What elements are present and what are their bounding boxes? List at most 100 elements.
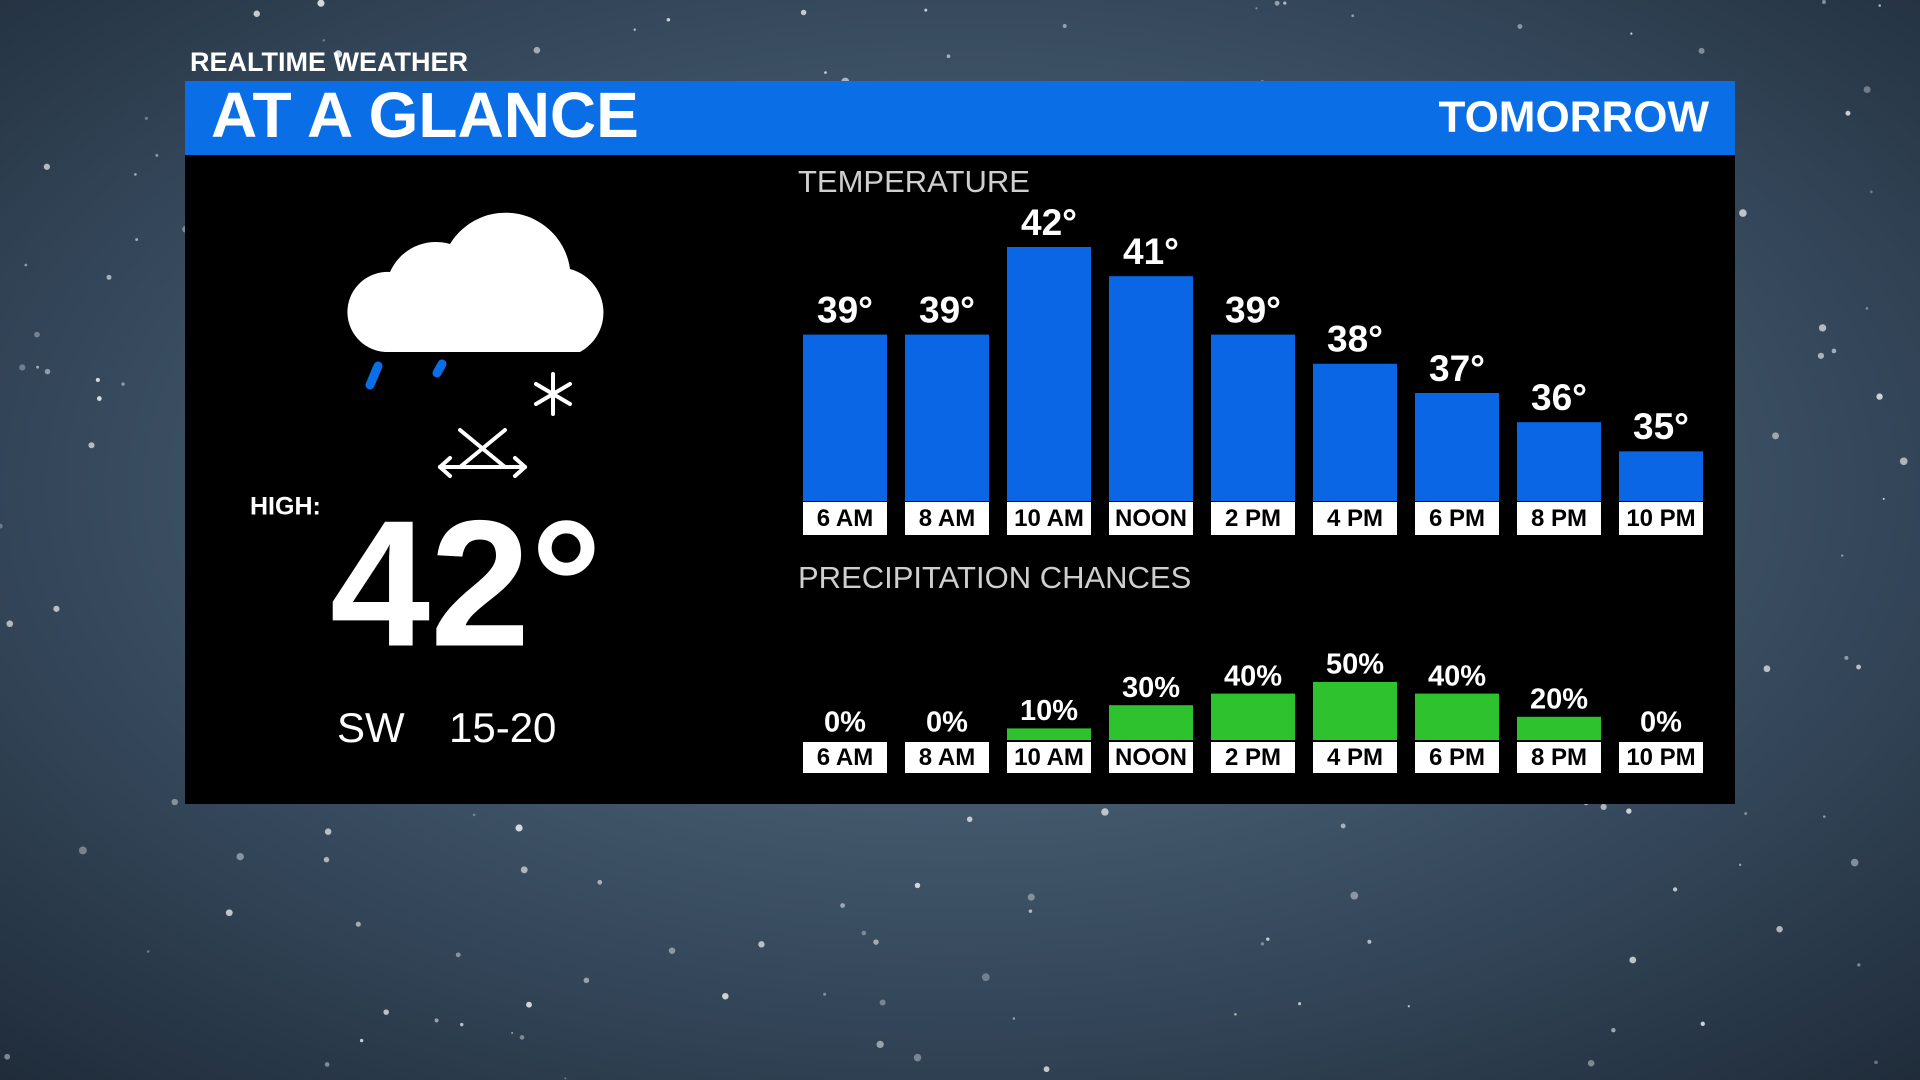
snowflake (1878, 4, 1881, 7)
snowflake (1629, 956, 1637, 964)
snowflake (1351, 14, 1355, 18)
category-box (1313, 742, 1397, 773)
brand: REALTIME WEATHER (190, 47, 468, 77)
snowflake (334, 50, 343, 58)
category-label: 6 PM (1429, 744, 1485, 771)
category-label: 4 PM (1327, 744, 1383, 771)
category-box (1007, 502, 1091, 535)
value-label: 30% (1122, 672, 1180, 704)
value-label: 35° (1633, 406, 1689, 447)
snowflake (876, 1040, 884, 1049)
snowflake (946, 54, 951, 59)
category-label: 8 PM (1531, 744, 1587, 771)
snowflake (36, 365, 40, 369)
snowflake (1823, 815, 1826, 818)
snowflake (146, 950, 150, 953)
header-band (185, 81, 1735, 155)
snowflake (19, 364, 26, 371)
title: AT A GLANCE (211, 79, 639, 151)
value-label: 40% (1224, 660, 1282, 692)
snowflake (1012, 1017, 1016, 1020)
snowflake (1738, 863, 1742, 867)
snowflake (44, 368, 51, 375)
snowflake (134, 173, 137, 176)
category-label: 10 PM (1626, 744, 1695, 771)
snowflake (455, 952, 461, 958)
value-label: 38° (1327, 319, 1383, 360)
snowflake (317, 0, 325, 7)
snowflake (1844, 655, 1849, 660)
category-box (1517, 742, 1601, 773)
snowflake (1274, 0, 1280, 6)
snowflake (4, 1053, 11, 1060)
category-label: 6 PM (1429, 505, 1485, 532)
value-label: 36° (1531, 377, 1587, 418)
bar (803, 334, 887, 501)
bar (1313, 682, 1397, 740)
bar (1109, 276, 1193, 501)
snowflake (597, 879, 603, 885)
snowflake (966, 816, 973, 822)
snowflake (253, 10, 260, 18)
snowflake (1283, 1, 1287, 5)
chart-title: TEMPERATURE (798, 164, 1030, 199)
category-label: 6 AM (817, 744, 873, 771)
value-label: 0% (824, 707, 866, 739)
high-label: HIGH: (250, 493, 321, 521)
snowflake (824, 71, 827, 74)
snowflake (1611, 1027, 1616, 1033)
snowflake (383, 1009, 389, 1015)
category-label: 8 PM (1531, 505, 1587, 532)
category-box (1313, 502, 1397, 535)
snowflake (1882, 497, 1885, 500)
category-label: 10 AM (1014, 505, 1084, 532)
snowflake (1857, 963, 1861, 967)
snowflake (511, 1031, 514, 1034)
bar (1313, 363, 1397, 501)
value-label: 10% (1020, 695, 1078, 727)
snowflake (879, 999, 886, 1006)
snowflake (1517, 24, 1523, 29)
snowflake (758, 941, 765, 948)
snowflake (1700, 1021, 1705, 1026)
snowflake (53, 605, 60, 612)
category-box (1109, 742, 1193, 773)
snowflake (355, 921, 361, 927)
snowflake (1600, 803, 1607, 811)
value-label: 20% (1530, 683, 1588, 715)
snowflake (1266, 937, 1270, 941)
snowflake (633, 28, 636, 31)
snowflake (533, 46, 541, 54)
bar (1619, 451, 1703, 501)
snowflake (1739, 209, 1747, 217)
category-label: 8 AM (919, 744, 975, 771)
snowflake (981, 973, 990, 982)
category-label: 6 AM (817, 505, 873, 532)
value-label: 0% (926, 707, 968, 739)
bar (905, 334, 989, 501)
snowflake (1876, 393, 1883, 400)
wind-speed: 15-20 (449, 704, 556, 751)
category-label: 2 PM (1225, 744, 1281, 771)
snowflake (88, 442, 95, 449)
category-box (1415, 742, 1499, 773)
snowflake (171, 798, 178, 806)
category-box (1517, 502, 1601, 535)
snowflake (1255, 7, 1258, 10)
snowflake (1772, 432, 1780, 440)
snowflake (1626, 808, 1632, 814)
snowflake (1822, 0, 1826, 4)
snowflake (1340, 823, 1346, 829)
snowflake (1841, 554, 1844, 557)
value-label: 39° (1225, 289, 1281, 330)
category-box (1211, 502, 1295, 535)
snowflake (236, 852, 244, 861)
category-label: 4 PM (1327, 505, 1383, 532)
snowflake (322, 39, 326, 42)
snowflake (96, 396, 102, 401)
snowflake (1874, 1060, 1878, 1065)
snowflake (583, 977, 590, 984)
snowflake (1869, 190, 1873, 194)
weather-icon (347, 212, 604, 478)
category-box (905, 502, 989, 535)
